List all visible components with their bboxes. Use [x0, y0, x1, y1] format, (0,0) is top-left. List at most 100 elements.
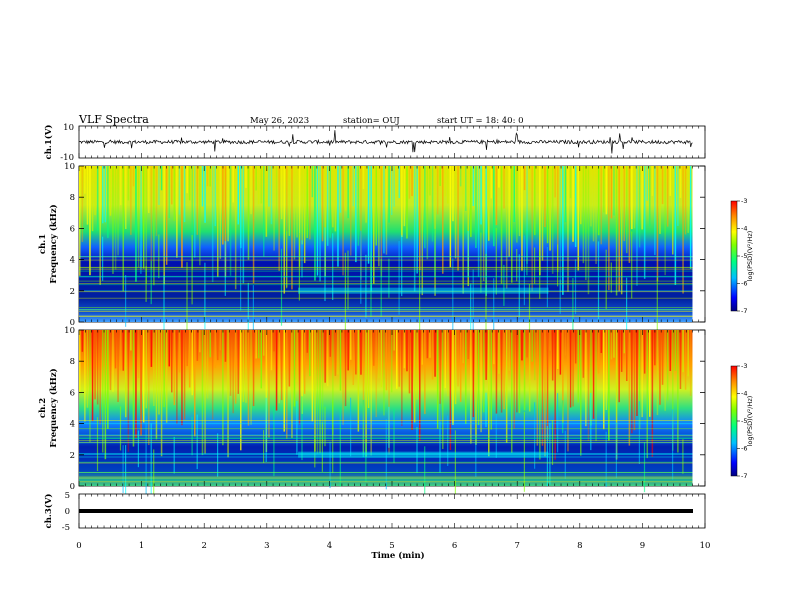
spectrogram-streak — [401, 166, 403, 237]
spectrogram-streak — [217, 433, 219, 477]
spectrogram-streak — [122, 166, 125, 292]
spectrogram-streak — [280, 330, 283, 401]
spectrogram-streak — [314, 166, 316, 281]
spectrogram-streak — [137, 430, 139, 468]
spectrogram-streak — [385, 330, 388, 391]
spectrogram-line — [79, 440, 693, 441]
spectrogram-streak — [651, 330, 654, 457]
spectrogram-streak — [314, 435, 316, 468]
spectrogram-streak — [125, 445, 127, 517]
spectrogram-streak — [117, 330, 119, 402]
spectrogram-streak — [554, 330, 556, 460]
spectrogram-streak — [523, 166, 526, 191]
xtick-label: 0 — [76, 541, 81, 551]
spectrogram-streak — [452, 330, 454, 425]
spectrogram-streak — [260, 166, 263, 204]
spectrogram-streak — [332, 166, 334, 228]
spectrogram-streak — [523, 411, 525, 492]
spectrogram-streak — [211, 166, 214, 283]
spectrogram-streak — [439, 166, 441, 186]
colorbar-tick-label: -6 — [741, 280, 747, 288]
spectrogram-streak — [677, 166, 679, 226]
spectrogram-streak — [153, 449, 155, 522]
spectrogram-streak — [102, 330, 104, 453]
xtick-label: 2 — [201, 541, 206, 551]
spectrogram-streak — [316, 166, 319, 276]
spectrogram-streak — [513, 330, 516, 429]
spectrogram-streak — [544, 330, 546, 457]
spectrogram-streak — [534, 247, 536, 284]
spectrogram-streak — [298, 166, 301, 267]
ch1-colorbar-ticks: -3 -4 -5 -6 -7 — [737, 197, 747, 315]
spectrogram-streak — [641, 166, 643, 230]
spectrogram-streak — [605, 249, 607, 309]
spectrogram-line — [79, 441, 693, 443]
spectrogram-streak — [444, 166, 447, 197]
spectrogram-streak — [306, 166, 309, 238]
spectrogram-streak — [403, 330, 406, 369]
spectrogram-streak — [296, 401, 298, 455]
spectrogram-streak — [513, 166, 516, 222]
spectrogram-streak — [590, 392, 592, 451]
spectrogram-streak — [459, 166, 462, 187]
spectrogram-streak — [679, 166, 682, 198]
spectrogram-streak — [324, 227, 326, 302]
ytick-label: 2 — [70, 287, 75, 297]
spectrogram-streak — [684, 330, 687, 390]
spectrogram-streak — [114, 166, 117, 270]
spectrogram-streak — [367, 330, 370, 408]
spectrogram-streak — [549, 166, 551, 251]
spectrogram-streak — [365, 254, 367, 318]
spectrogram-streak — [145, 166, 148, 284]
date-label: May 26, 2023 — [250, 116, 309, 126]
spectrogram-line — [79, 316, 693, 317]
spectrogram-streak — [424, 330, 426, 414]
spectrogram-streak — [107, 166, 109, 238]
ch2-colorbar-ticks: -3 -4 -5 -6 -7 — [737, 362, 747, 480]
spectrogram-streak — [605, 166, 608, 215]
spectrogram-line — [79, 309, 693, 311]
spectrogram-streak — [559, 279, 561, 314]
spectrogram-streak — [398, 241, 400, 315]
spectrogram-streak — [605, 330, 608, 410]
spectrogram-streak — [196, 166, 199, 235]
spectrogram-streak — [186, 166, 188, 194]
ch1-spectrogram-yticks: 0 2 4 6 8 10 — [64, 162, 705, 328]
spectrogram-streak — [462, 330, 464, 364]
spectrogram-streak — [682, 330, 684, 373]
spectrogram-streak — [362, 166, 365, 189]
spectrogram-streak — [339, 166, 342, 213]
spectrogram-streak — [227, 166, 229, 242]
spectrogram-streak — [457, 330, 459, 387]
spectrogram-streak — [211, 330, 214, 420]
spectrogram-streak — [191, 235, 193, 305]
spectrogram-streak — [188, 166, 191, 201]
spectrogram-streak — [488, 330, 490, 457]
spectrogram-streak — [503, 330, 505, 410]
colorbar-tick-label: -5 — [741, 417, 747, 425]
ch1-ytick-bottom: -10 — [60, 153, 74, 163]
spectrogram-streak — [385, 418, 387, 490]
spectrogram-line — [79, 291, 693, 293]
spectrogram-streak — [656, 277, 658, 349]
spectrogram-streak — [477, 330, 480, 425]
ytick-label: 10 — [64, 326, 75, 336]
spectrogram-streak — [628, 166, 631, 263]
ytick-label: 10 — [64, 162, 75, 172]
spectrogram-streak — [457, 166, 459, 271]
spectrogram-streak — [234, 330, 237, 404]
ch3-ytick-mid: 0 — [65, 507, 70, 517]
spectrogram-streak — [564, 330, 567, 356]
spectrogram-streak — [631, 330, 633, 434]
spectrogram-streak — [475, 330, 477, 445]
spectrogram-streak — [689, 166, 692, 269]
spectrogram-streak — [544, 166, 546, 228]
spectrogram-streak — [467, 330, 470, 359]
spectrogram-streak — [539, 330, 541, 460]
spectrogram-streak — [523, 330, 526, 411]
spectrogram-streak — [398, 166, 401, 199]
spectrogram-streak — [472, 269, 474, 349]
spectrogram-streak — [646, 166, 649, 201]
spectrogram-streak — [651, 166, 654, 196]
spectrogram-streak — [480, 330, 482, 433]
